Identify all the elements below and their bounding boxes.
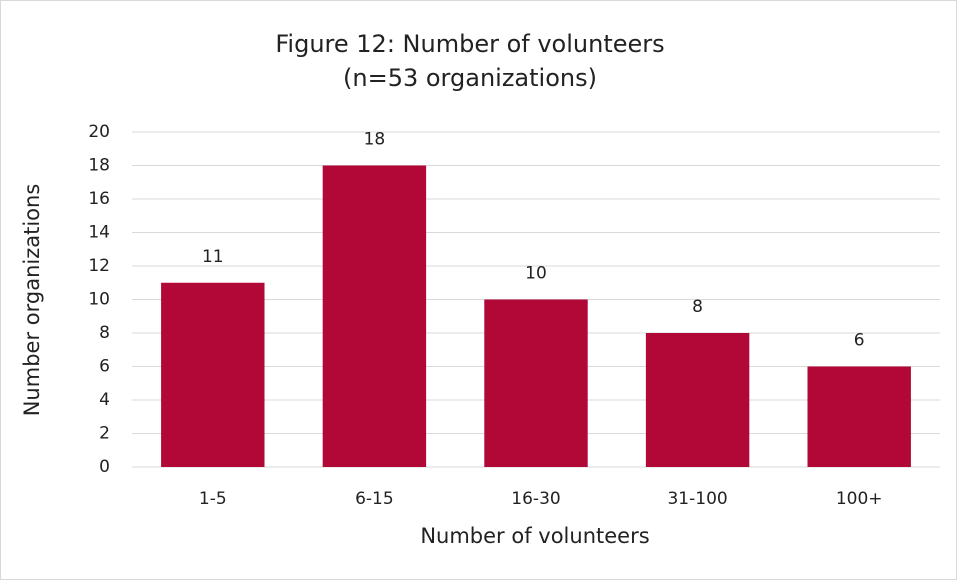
value-label: 18 <box>364 130 386 150</box>
y-tick-label: 20 <box>88 122 110 142</box>
y-tick-label: 4 <box>99 390 110 410</box>
value-label: 10 <box>525 264 547 284</box>
y-tick-label: 18 <box>88 156 110 176</box>
y-axis-label: Number organizations <box>20 184 44 417</box>
y-tick-label: 14 <box>88 223 110 243</box>
x-axis-label: Number of volunteers <box>420 524 649 548</box>
value-label: 11 <box>202 247 224 267</box>
y-tick-label: 2 <box>99 424 110 444</box>
y-tick-label: 16 <box>88 189 110 209</box>
bar <box>484 299 588 467</box>
x-tick-label: 6-15 <box>355 489 394 509</box>
x-tick-label: 1-5 <box>199 489 227 509</box>
chart-subtitle: (n=53 organizations) <box>343 64 597 92</box>
bar <box>807 366 911 467</box>
chart-title: Figure 12: Number of volunteers <box>275 30 664 58</box>
bar <box>322 165 427 467</box>
y-tick-label: 8 <box>99 323 110 343</box>
x-tick-label: 31-100 <box>667 489 727 509</box>
y-tick-label: 6 <box>99 357 110 377</box>
value-label: 8 <box>692 297 703 317</box>
value-label: 6 <box>854 331 865 351</box>
y-tick-label: 0 <box>99 457 110 477</box>
bar <box>161 282 265 467</box>
bar <box>645 333 750 467</box>
x-tick-label: 100+ <box>836 489 883 509</box>
y-tick-label: 10 <box>88 290 110 310</box>
x-tick-label: 16-30 <box>511 489 560 509</box>
y-tick-label: 12 <box>88 256 110 276</box>
